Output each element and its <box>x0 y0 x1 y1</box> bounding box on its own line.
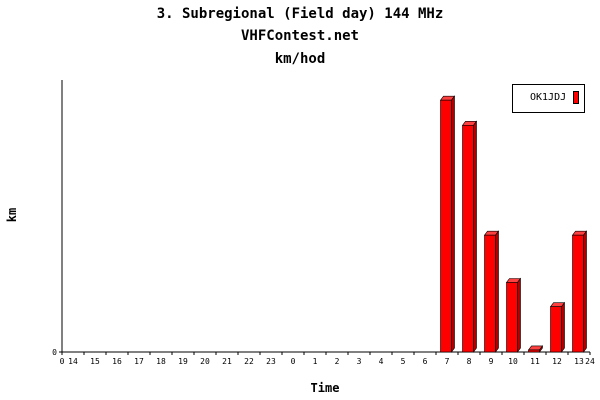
bar-side <box>583 230 587 353</box>
x-axis-label: Time <box>310 381 340 395</box>
x-tick-label: 19 <box>178 357 188 366</box>
x-tick-label: 20 <box>200 357 210 366</box>
bar-side <box>473 120 477 353</box>
x-tick-label: 2 <box>335 357 340 366</box>
x-tick-label: 22 <box>244 357 254 366</box>
bar-front <box>462 125 474 353</box>
x-tick-label: 9 <box>489 357 494 366</box>
bar-front <box>440 99 452 353</box>
bar-side <box>517 277 521 353</box>
x-tick-label: 11 <box>530 357 540 366</box>
bar <box>571 230 588 353</box>
x-tick-label: 6 <box>423 357 428 366</box>
bar <box>505 277 522 353</box>
chart-title: 3. Subregional (Field day) 144 MHz <box>156 6 444 22</box>
bar-front <box>506 282 518 353</box>
bar-front <box>550 306 562 353</box>
bars <box>439 95 588 353</box>
x-tick-label: 13 <box>574 357 584 366</box>
x-tick-label: 3 <box>357 357 362 366</box>
bar-side <box>495 230 499 353</box>
x-tick-label: 12 <box>552 357 562 366</box>
x-tick-label: 15 <box>90 357 100 366</box>
x-edge-label: 24 <box>585 357 595 366</box>
chart-unit: km/hod <box>274 51 326 67</box>
x-tick-label: 1 <box>313 357 318 366</box>
x-tick-label: 10 <box>508 357 518 366</box>
x-tick-label: 14 <box>68 357 78 366</box>
y-tick-label: 0 <box>52 348 57 357</box>
bar-front <box>528 349 540 353</box>
x-edge-label: 0 <box>60 357 65 366</box>
x-tick-label: 7 <box>445 357 450 366</box>
x-tick-label: 23 <box>266 357 276 366</box>
legend-swatch <box>573 91 579 104</box>
x-tick-label: 4 <box>379 357 384 366</box>
bar-side <box>561 301 565 353</box>
bar <box>549 301 566 353</box>
bar-side <box>451 95 455 353</box>
x-tick-label: 16 <box>112 357 122 366</box>
legend-label: OK1JDJ <box>530 92 567 103</box>
bar-front <box>572 234 584 353</box>
bar <box>439 95 456 353</box>
bar-front <box>484 234 496 353</box>
x-tick-label: 0 <box>291 357 296 366</box>
x-tick-label: 8 <box>467 357 472 366</box>
x-tick-label: 17 <box>134 357 144 366</box>
x-tick-label: 21 <box>222 357 232 366</box>
legend: OK1JDJ <box>512 84 585 113</box>
x-tick-label: 5 <box>401 357 406 366</box>
chart-subtitle: VHFContest.net <box>240 28 359 44</box>
bar <box>527 345 544 353</box>
x-tick-label: 18 <box>156 357 166 366</box>
bar <box>461 120 478 353</box>
bar <box>483 230 500 353</box>
